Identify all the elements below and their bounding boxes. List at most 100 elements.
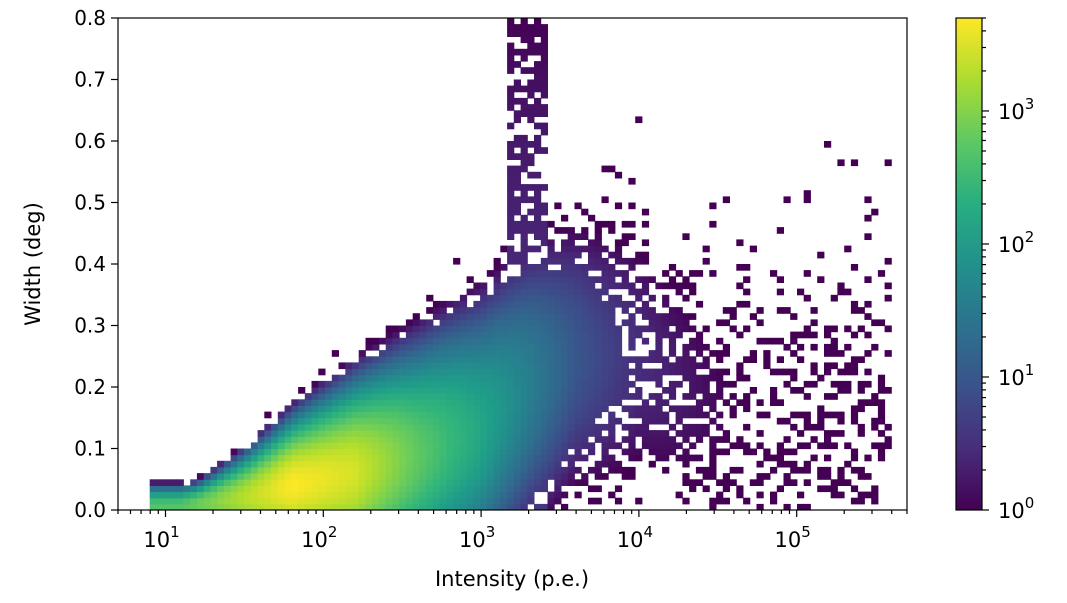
heatmap-cell (527, 220, 535, 228)
heatmap-cell (385, 374, 393, 382)
heatmap-cell (486, 380, 494, 388)
heatmap-cell (588, 288, 596, 296)
heatmap-cell (196, 485, 205, 493)
heatmap-cell (486, 387, 494, 394)
heatmap-cell (419, 350, 427, 357)
heatmap-cell (439, 454, 447, 462)
heatmap-cell (534, 313, 542, 320)
heatmap-cell (372, 491, 380, 499)
heatmap-cell (547, 337, 555, 345)
heatmap-cell (581, 300, 589, 308)
heatmap-cell (156, 491, 164, 499)
heatmap-cell (641, 374, 650, 382)
heatmap-cell (540, 331, 548, 339)
heatmap-cell (641, 251, 650, 259)
heatmap-cell (837, 466, 845, 474)
heatmap-cell (298, 448, 306, 456)
heatmap-cell (756, 319, 764, 327)
heatmap-cell (520, 325, 528, 333)
heatmap-cell (163, 497, 171, 505)
heatmap-cell (797, 491, 805, 499)
heatmap-cell (574, 325, 582, 333)
heatmap-cell (540, 73, 548, 81)
heatmap-cell (507, 466, 515, 474)
heatmap-cell (311, 503, 319, 510)
heatmap-cell (304, 442, 312, 450)
heatmap-cell (311, 430, 319, 437)
heatmap-cell (513, 466, 521, 474)
heatmap-cell (614, 387, 623, 394)
heatmap-cell (871, 442, 879, 450)
heatmap-cell (163, 503, 171, 510)
heatmap-cell (655, 319, 663, 327)
heatmap-cell (480, 313, 488, 320)
heatmap-cell (770, 368, 778, 376)
heatmap-cell (756, 503, 764, 510)
heatmap-cell (345, 436, 353, 443)
heatmap-cell (588, 214, 596, 222)
heatmap-cell (493, 307, 501, 314)
heatmap-cell (702, 399, 710, 406)
heatmap-cell (547, 411, 555, 419)
heatmap-cell (588, 368, 596, 376)
heatmap-cell (466, 503, 474, 510)
heatmap-cell (500, 380, 508, 388)
heatmap-cell (588, 485, 596, 493)
heatmap-cell (534, 270, 542, 277)
heatmap-cell (783, 473, 791, 480)
heatmap-cell (500, 331, 508, 339)
heatmap-cell (567, 251, 575, 259)
heatmap-cell (520, 251, 528, 259)
heatmap-cell (527, 307, 535, 314)
heatmap-cell (830, 380, 838, 388)
heatmap-cell (540, 184, 548, 191)
heatmap-cell (473, 356, 481, 363)
heatmap-cell (419, 497, 427, 505)
heatmap-cell (608, 399, 616, 406)
heatmap-cell (695, 362, 704, 370)
heatmap-cell (547, 319, 555, 327)
heatmap-cell (547, 442, 555, 450)
heatmap-cell (432, 356, 441, 363)
heatmap-cell (399, 393, 407, 400)
heatmap-cell (277, 430, 285, 437)
heatmap-cell (608, 417, 616, 425)
heatmap-cell (345, 448, 353, 456)
heatmap-cell (372, 436, 380, 443)
heatmap-cell (621, 239, 629, 247)
heatmap-cell (156, 479, 164, 486)
heatmap-cell (554, 448, 562, 456)
heatmap-cell (365, 356, 373, 363)
heatmap-cell (527, 442, 535, 450)
heatmap-cell (736, 362, 744, 370)
heatmap-cell (729, 442, 737, 450)
heatmap-cell (837, 473, 845, 480)
heatmap-cell (594, 423, 602, 431)
heatmap-cell (257, 473, 265, 480)
heatmap-cell (770, 491, 778, 499)
heatmap-cell (331, 350, 339, 357)
heatmap-cell (439, 423, 447, 431)
heatmap-cell (527, 288, 535, 296)
heatmap-cell (554, 460, 562, 468)
heatmap-cell (493, 325, 501, 333)
heatmap-cell (453, 454, 461, 462)
heatmap-cell (486, 270, 494, 277)
heatmap-cell (527, 436, 535, 443)
heatmap-cell (790, 368, 798, 376)
heatmap-cell (668, 337, 677, 345)
heatmap-cell (561, 294, 569, 302)
heatmap-cell (304, 497, 312, 505)
heatmap-cell (803, 423, 811, 431)
heatmap-cell (365, 485, 373, 493)
heatmap-cell (520, 165, 528, 173)
heatmap-cell (709, 473, 717, 480)
heatmap-cell (304, 423, 312, 431)
heatmap-cell (372, 380, 380, 388)
heatmap-cell (534, 104, 542, 111)
heatmap-cell (648, 442, 656, 450)
heatmap-cell (540, 485, 548, 493)
heatmap-cell (534, 350, 542, 357)
heatmap-cell (520, 430, 528, 437)
heatmap-cell (749, 350, 757, 357)
